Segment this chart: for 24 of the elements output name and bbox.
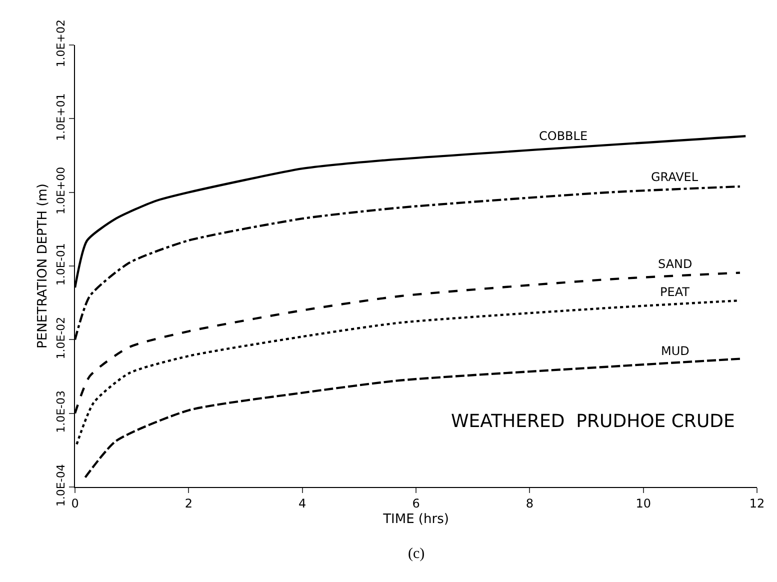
x-tick-label: 12 xyxy=(749,496,765,510)
y-tick-label: 1.0E-03 xyxy=(54,390,68,433)
series-label: MUD xyxy=(661,344,690,358)
annotation: WEATHERED PRUDHOE CRUDE xyxy=(451,411,735,432)
x-tick-label: 0 xyxy=(71,496,79,510)
x-tick-label: 4 xyxy=(298,496,306,510)
x-tick-label: 2 xyxy=(184,496,192,510)
y-tick-label: 1.0E+01 xyxy=(54,93,68,141)
x-tick-label: 10 xyxy=(636,496,651,510)
y-tick-label: 1.0E+00 xyxy=(54,166,68,215)
x-axis-title: TIME (hrs) xyxy=(382,512,449,527)
series-label: PEAT xyxy=(660,285,690,299)
y-tick-label: 1.0E+02 xyxy=(54,20,68,68)
text: (c) xyxy=(408,546,425,562)
y-tick-label: 1.0E-02 xyxy=(54,316,68,360)
series-label: SAND xyxy=(658,257,692,271)
line-series xyxy=(84,358,742,478)
y-tick-label: 1.0E-04 xyxy=(54,464,68,507)
x-tick-label: 8 xyxy=(526,496,534,510)
y-axis-title: PENETRATION DEPTH (m) xyxy=(36,184,51,348)
y-tick-label: 1.0E-01 xyxy=(54,243,68,286)
x-tick-label: 6 xyxy=(412,496,420,510)
series-label: GRAVEL xyxy=(651,170,698,184)
series-label: COBBLE xyxy=(539,129,588,143)
